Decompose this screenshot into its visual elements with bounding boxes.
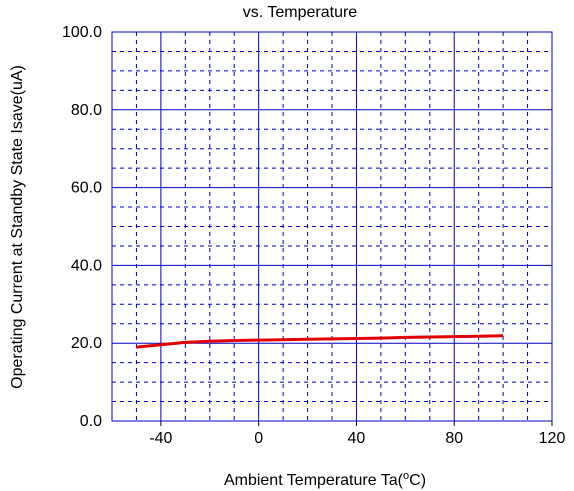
series-line bbox=[136, 334, 504, 349]
series-layer bbox=[136, 334, 504, 349]
y-tick-label: 60.0 bbox=[71, 180, 102, 197]
plot-frame bbox=[111, 31, 553, 422]
y-tick-label: 100.0 bbox=[62, 24, 102, 41]
y-axis-label: Operating Current at Standby State Isave… bbox=[9, 65, 26, 389]
x-tick-label: 0 bbox=[254, 430, 263, 447]
x-tick-label: 80 bbox=[445, 430, 463, 447]
x-axis-label-main: Ambient Temperature Ta( bbox=[224, 472, 404, 489]
x-axis-label-end: C) bbox=[409, 472, 426, 489]
x-tick-label: -40 bbox=[149, 430, 172, 447]
y-tick-label: 80.0 bbox=[71, 102, 102, 119]
x-tick-label: 40 bbox=[348, 430, 366, 447]
y-tick-label: 40.0 bbox=[71, 257, 102, 274]
x-tick-label: 120 bbox=[539, 430, 566, 447]
y-tick-label: 0.0 bbox=[80, 413, 102, 430]
y-tick-label: 20.0 bbox=[71, 335, 102, 352]
chart-title: vs. Temperature bbox=[243, 4, 358, 21]
x-tick-labels: -40 0 40 80 120 bbox=[149, 421, 565, 447]
x-axis-label-sup: o bbox=[403, 470, 409, 482]
grid bbox=[112, 31, 553, 422]
x-axis-label: Ambient Temperature Ta(oC) bbox=[224, 470, 426, 489]
y-tick-labels: 0.0 20.0 40.0 60.0 80.0 100.0 bbox=[62, 24, 102, 430]
